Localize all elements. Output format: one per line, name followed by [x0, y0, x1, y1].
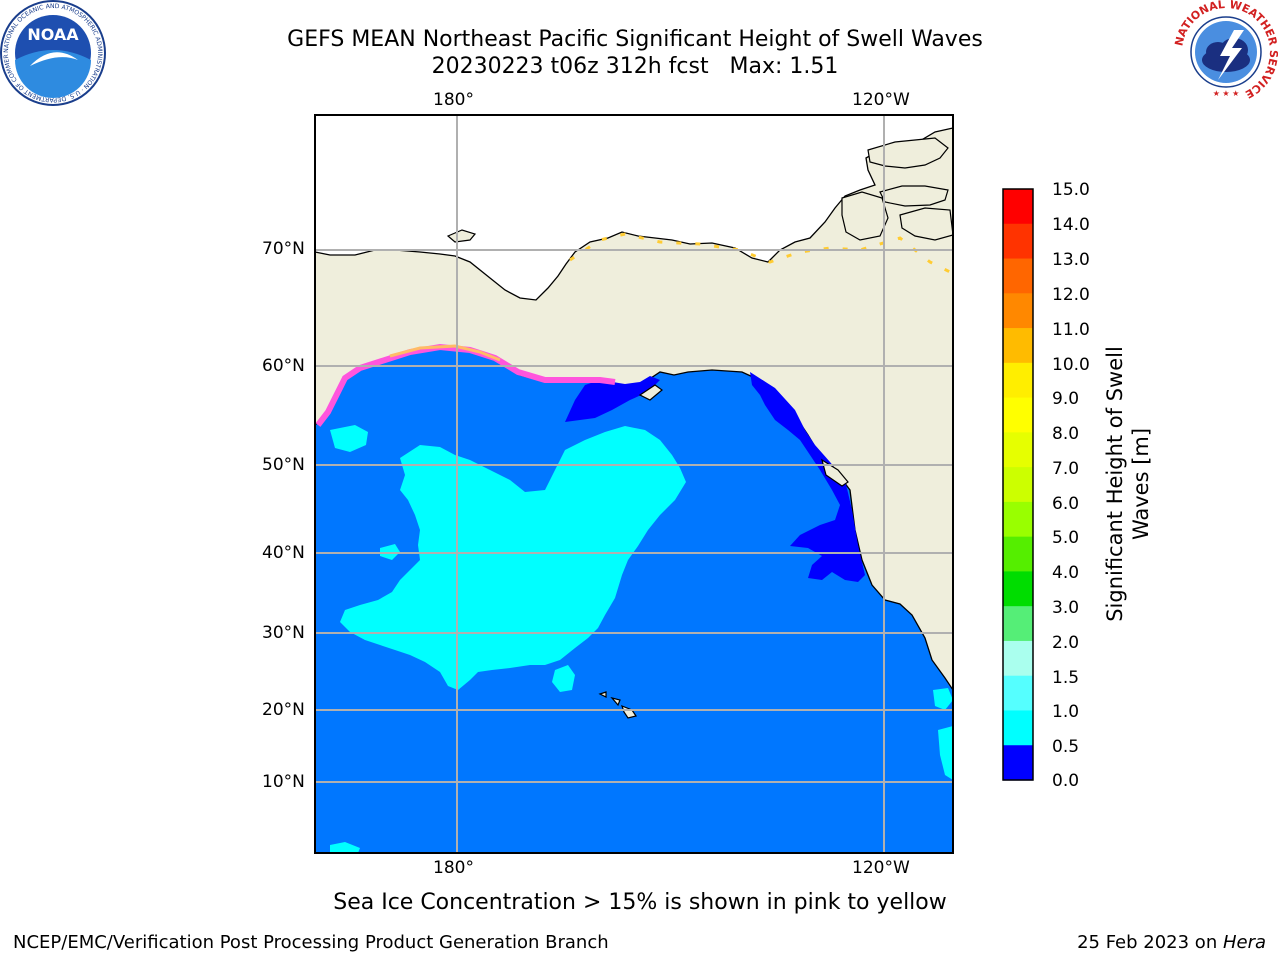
chart-title: GEFS MEAN Northeast Pacific Significant … — [287, 27, 983, 52]
colorbar-segment — [1003, 501, 1033, 538]
colorbar-segment — [1003, 293, 1033, 329]
low-swell-coast — [750, 372, 865, 582]
colorbar-tick: 15.0 — [1052, 180, 1090, 200]
colorbar-segment — [1003, 362, 1033, 399]
sea-ice-note: Sea Ice Concentration > 15% is shown in … — [333, 890, 947, 915]
colorbar-segment — [1003, 571, 1033, 607]
lat-label-10n: 10°N — [262, 772, 305, 792]
colorbar-tick: 12.0 — [1052, 285, 1090, 305]
svg-text:★ ★ ★: ★ ★ ★ — [1213, 89, 1240, 98]
colorbar-tick: 6.0 — [1052, 494, 1080, 514]
grid-lines — [315, 115, 953, 853]
colorbar-tick: 0.5 — [1052, 737, 1080, 757]
lat-label-30n: 30°N — [262, 623, 305, 643]
footer-host: Hera — [1222, 932, 1266, 953]
colorbar-segment — [1003, 710, 1033, 746]
colorbar-tick: 3.0 — [1052, 598, 1080, 618]
colorbar-segment — [1003, 223, 1033, 260]
colorbar-tick: 13.0 — [1052, 250, 1090, 270]
colorbar-tick: 1.0 — [1052, 702, 1080, 722]
colorbar-frame — [1002, 188, 1034, 781]
colorbar-tick: 5.0 — [1052, 528, 1080, 548]
colorbar-tick: 2.0 — [1052, 633, 1080, 653]
colorbar-tick: 9.0 — [1052, 389, 1080, 409]
low-swell-gulf — [565, 376, 660, 422]
colorbar-tick: 4.0 — [1052, 563, 1080, 583]
colorbar-segment — [1003, 606, 1033, 642]
colorbar-segment — [1003, 536, 1033, 573]
chart-subtitle: 20230223 t06z 312h fcst Max: 1.51 — [431, 54, 839, 79]
footer-credit: NCEP/EMC/Verification Post Processing Pr… — [13, 932, 609, 953]
map-frame — [314, 114, 954, 854]
lon-label-bottom-180: 180° — [433, 858, 474, 878]
lat-label-60n: 60°N — [262, 356, 305, 376]
colorbar-tick: 8.0 — [1052, 424, 1080, 444]
colorbar-tick: 0.0 — [1052, 771, 1080, 791]
colorbar-segment — [1003, 258, 1033, 294]
arctic-islands — [446, 137, 953, 243]
lon-label-top-180: 180° — [433, 90, 474, 110]
colorbar-title-line2: Waves [m] — [1129, 427, 1153, 541]
colorbar-segment — [1003, 328, 1033, 364]
colorbar-title-line1: Significant Height of Swell — [1103, 346, 1127, 622]
footer-date: 25 Feb 2023 on Hera — [1077, 932, 1266, 953]
colorbar-segment — [1003, 189, 1033, 225]
colorbar-tick: 1.5 — [1052, 668, 1080, 688]
colorbar-tick: 11.0 — [1052, 320, 1090, 340]
colorbar-title: Significant Height of Swell Waves [m] — [1102, 346, 1154, 622]
colorbar-segment — [1003, 675, 1033, 712]
colorbar-tick: 10.0 — [1052, 355, 1090, 375]
lon-label-bottom-120w: 120°W — [852, 858, 910, 878]
colorbar-segment — [1003, 467, 1033, 503]
colorbar — [1003, 189, 1033, 781]
arctic-ocean — [315, 115, 953, 301]
lat-label-70n: 70°N — [262, 239, 305, 259]
lat-label-40n: 40°N — [262, 543, 305, 563]
colorbar-segment — [1003, 397, 1033, 433]
colorbar-tick: 14.0 — [1052, 215, 1090, 235]
footer-date-text: 25 Feb 2023 on — [1077, 932, 1223, 953]
high-swell-area — [340, 426, 686, 690]
colorbar-segment — [1003, 432, 1033, 468]
colorbar-tick: 7.0 — [1052, 459, 1080, 479]
noaa-logo: NATIONAL OCEANIC AND ATMOSPHERIC ADMINIS… — [0, 0, 106, 106]
lat-label-50n: 50°N — [262, 455, 305, 475]
colorbar-segment — [1003, 640, 1033, 677]
colorbar-segment — [1003, 745, 1033, 781]
lon-label-top-120w: 120°W — [852, 90, 910, 110]
svg-text:NOAA: NOAA — [27, 25, 79, 44]
lat-label-20n: 20°N — [262, 700, 305, 720]
